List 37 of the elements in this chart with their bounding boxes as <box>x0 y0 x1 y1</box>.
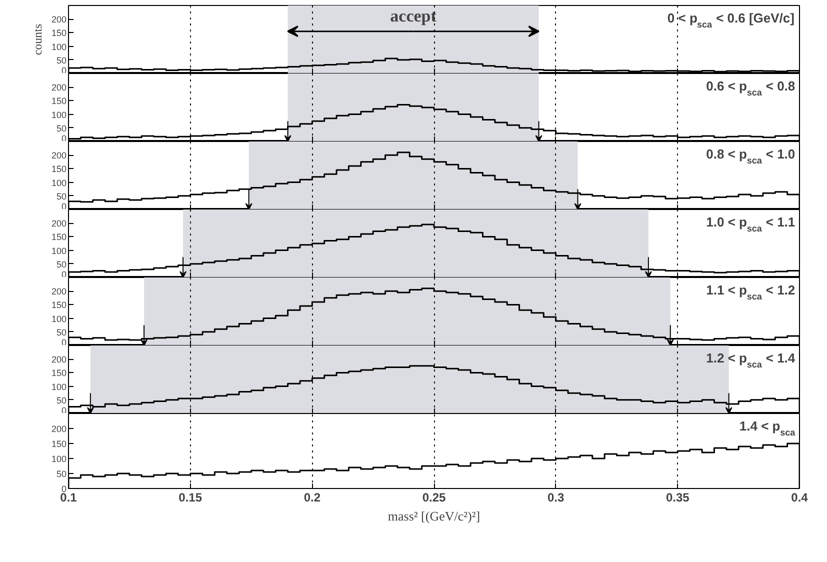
x-tick-label: 0.25 <box>422 490 446 504</box>
y-tick-label: 50 <box>56 469 67 479</box>
y-tick-label: 100 <box>51 178 67 188</box>
x-tick-label: 0.15 <box>178 490 202 504</box>
y-tick-label: 150 <box>51 232 67 242</box>
x-axis-title: mass² [(GeV/c²)²] <box>388 508 480 524</box>
y-tick-label: 50 <box>56 395 67 406</box>
y-tick-label: 100 <box>51 314 67 324</box>
y-tick-label: 100 <box>51 246 67 256</box>
y-tick-label: 150 <box>51 439 67 449</box>
y-tick-label: 150 <box>51 28 67 38</box>
y-tick-label: 100 <box>51 454 67 464</box>
y-tick-label: 150 <box>51 96 67 106</box>
y-tick-label: 150 <box>51 300 67 310</box>
x-tick-label: 0.4 <box>791 490 808 504</box>
y-axis-title: counts <box>30 24 44 56</box>
x-tick-label: 0.35 <box>666 490 690 504</box>
y-tick-label: 150 <box>51 164 67 174</box>
y-tick-label: 50 <box>56 123 67 134</box>
y-tick-label: 200 <box>51 150 67 161</box>
y-tick-label: 200 <box>51 354 67 365</box>
y-tick-label: 200 <box>51 286 67 297</box>
y-tick-label: 50 <box>56 55 67 66</box>
y-tick-label: 50 <box>56 259 67 270</box>
y-tick-label: 100 <box>51 382 67 392</box>
y-tick-label: 50 <box>56 327 67 338</box>
y-tick-label: 100 <box>51 110 67 120</box>
y-tick-label: 150 <box>51 368 67 378</box>
band-label: accept <box>390 6 437 26</box>
y-tick-label: 200 <box>51 424 67 434</box>
y-tick-label: 50 <box>56 191 67 202</box>
y-tick-label: 200 <box>51 14 67 25</box>
x-tick-label: 0.3 <box>547 490 564 504</box>
y-tick-label: 200 <box>51 218 67 229</box>
y-tick-label: 200 <box>51 82 67 93</box>
y-tick-label: 100 <box>51 42 67 52</box>
x-tick-label: 0.2 <box>304 490 321 504</box>
